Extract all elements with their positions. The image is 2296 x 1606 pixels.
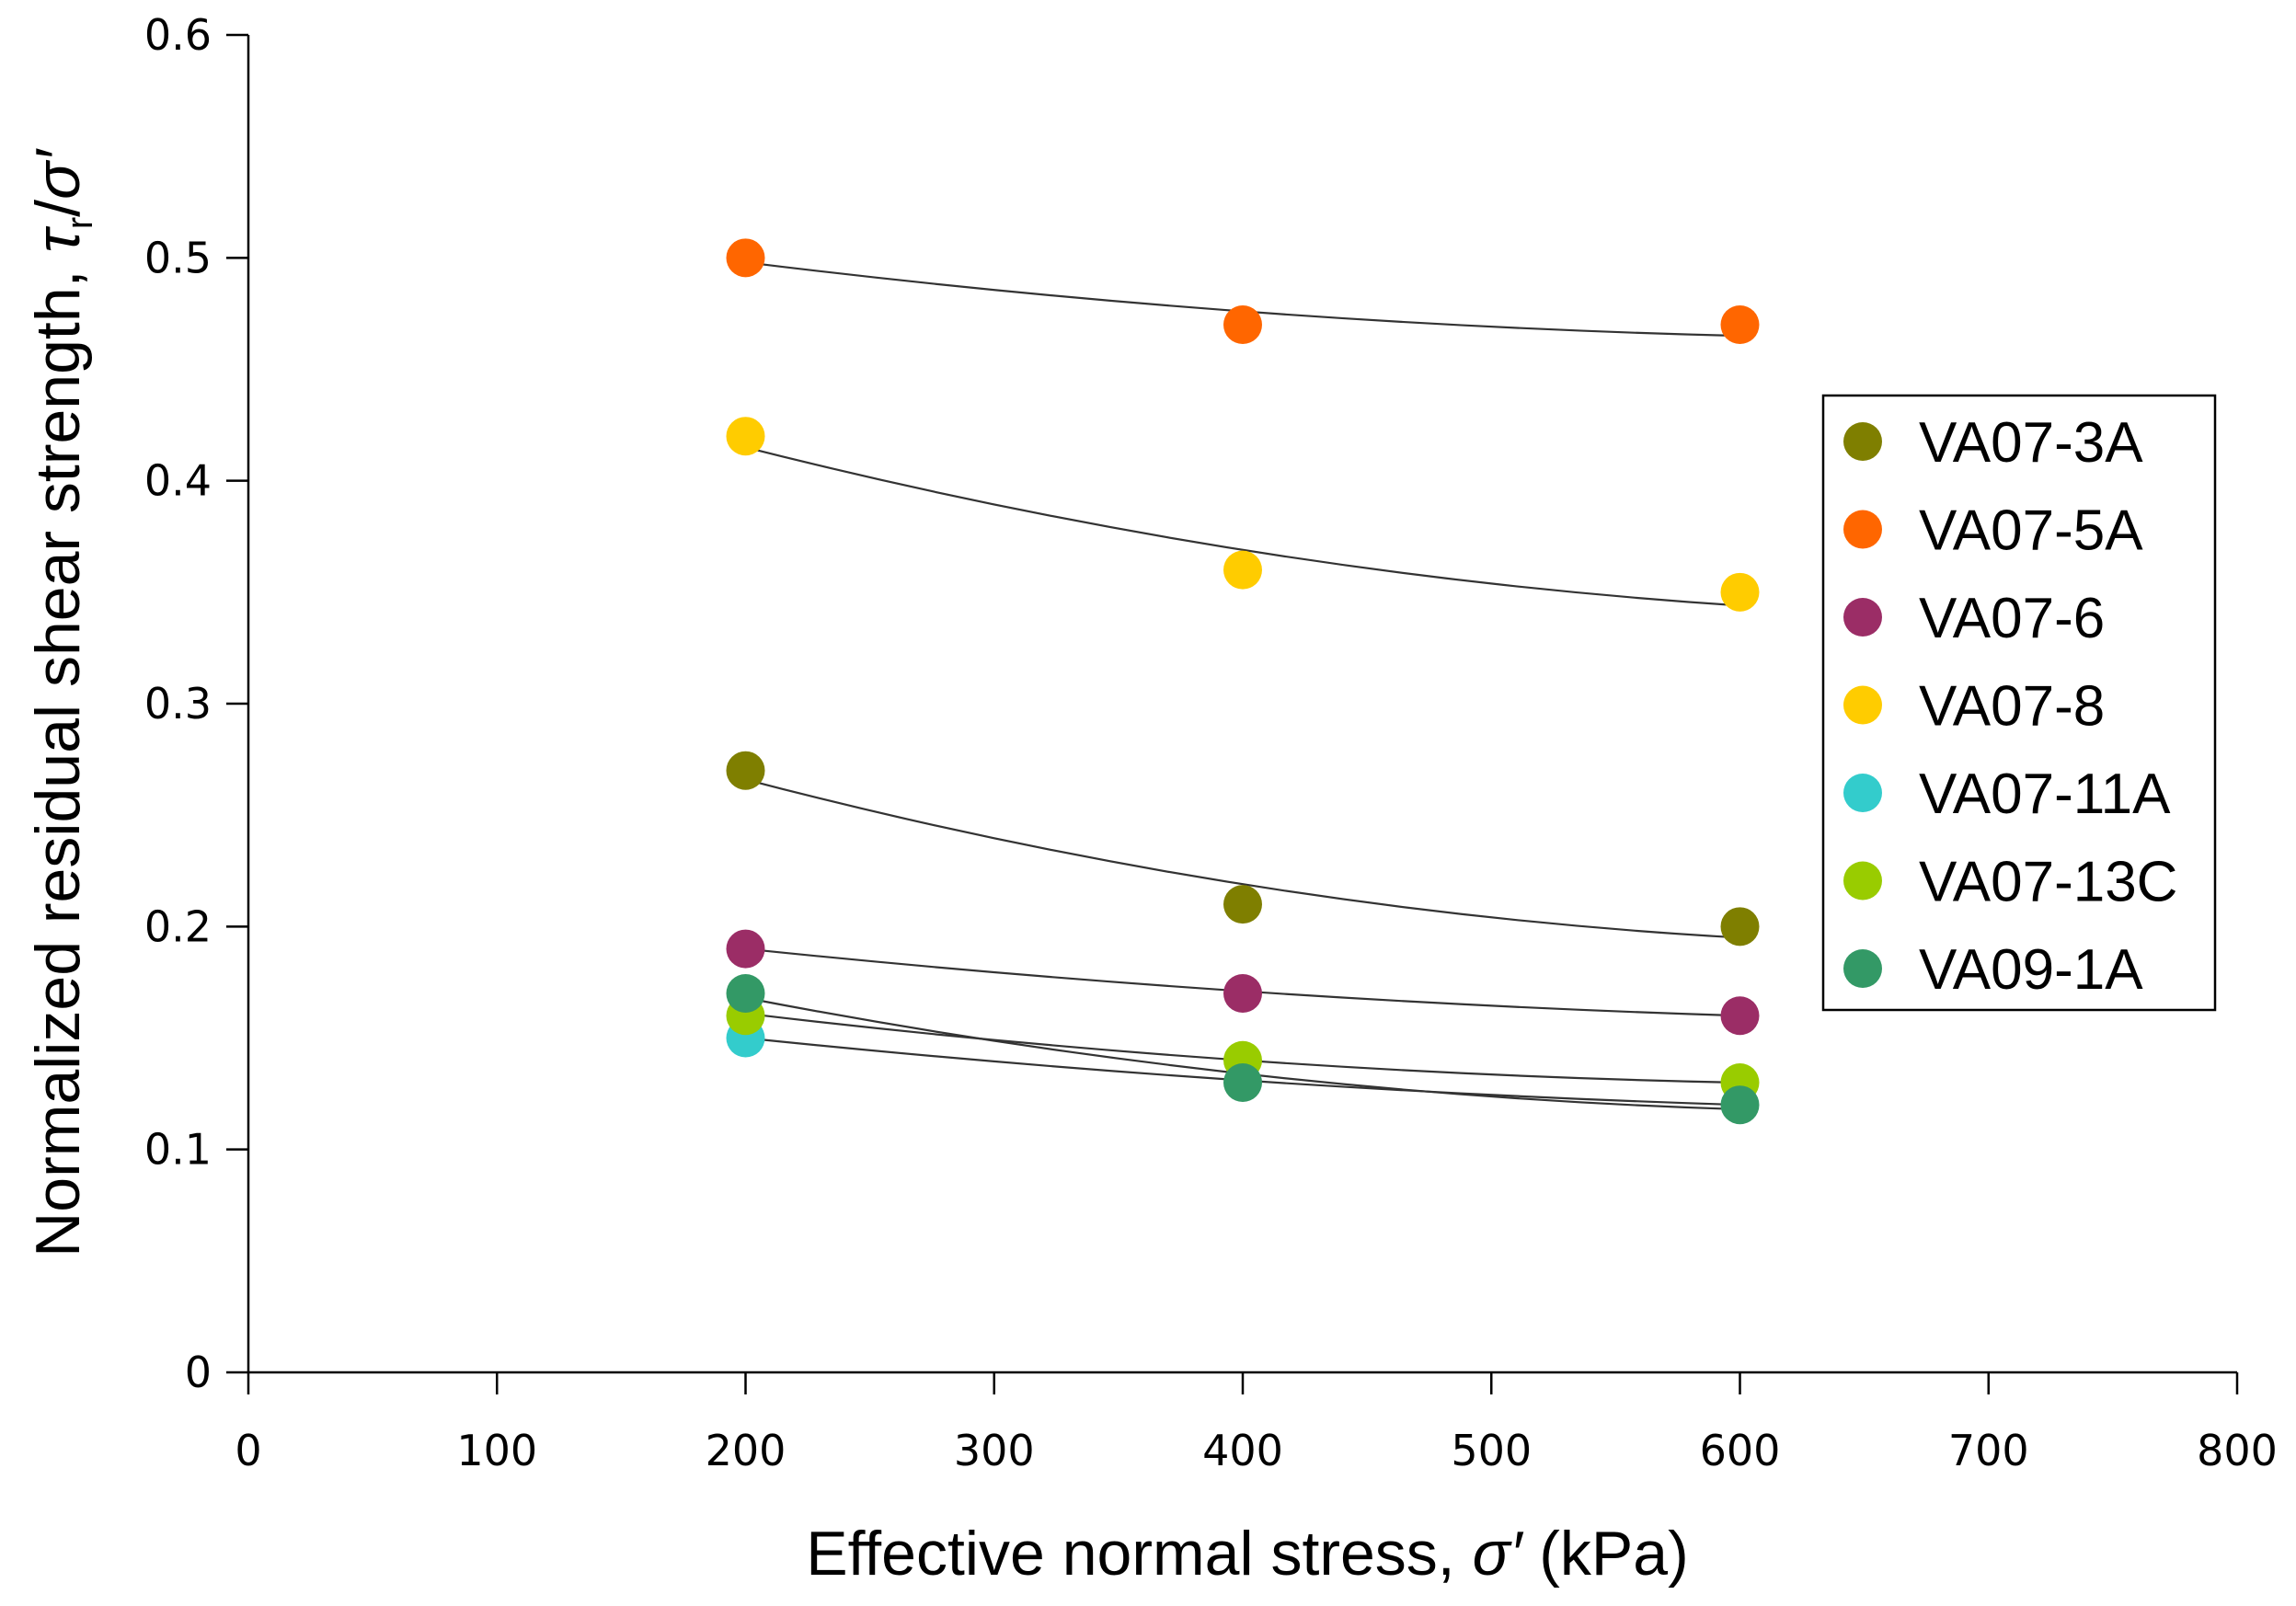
legend-marker — [1843, 422, 1882, 461]
data-point — [1720, 907, 1760, 946]
legend-box — [1821, 394, 2217, 1012]
x-tick-label: 700 — [1948, 1426, 2029, 1475]
y-tick-label: 0.4 — [144, 456, 212, 506]
x-tick-label: 600 — [1700, 1426, 1781, 1475]
legend-marker — [1843, 861, 1882, 901]
y-axis-title: Normalized residual shear strength, τr/σ… — [23, 148, 100, 1257]
legend-label: VA07-3A — [1919, 411, 2143, 475]
x-tick-label: 0 — [235, 1426, 261, 1475]
data-point — [1720, 305, 1760, 345]
trend-line — [745, 446, 1740, 607]
legend-marker — [1843, 598, 1882, 637]
x-tick-label: 200 — [706, 1426, 786, 1475]
data-point — [1223, 550, 1262, 590]
y-tick-label: 0 — [185, 1348, 212, 1397]
trend-line — [745, 778, 1740, 939]
legend-label: VA07-11A — [1919, 763, 2171, 826]
legend-marker — [1843, 510, 1882, 549]
x-tick-label: 300 — [954, 1426, 1035, 1475]
legend-label: VA09-1A — [1919, 938, 2143, 1002]
data-point — [726, 974, 765, 1014]
legend: VA07-3A VA07-5A VA07-6 VA07-8 VA07-11A VA07-1… — [1821, 394, 2217, 1012]
legend-marker — [1843, 774, 1882, 812]
data-point — [726, 751, 765, 790]
x-tick-label: 800 — [2197, 1426, 2278, 1475]
x-tick-label: 100 — [456, 1426, 537, 1475]
x-tick-label: 400 — [1202, 1426, 1283, 1475]
legend-label: VA07-8 — [1919, 675, 2105, 739]
legend-label: VA07-6 — [1919, 587, 2105, 650]
legend-marker — [1843, 949, 1882, 988]
data-point — [1720, 1085, 1760, 1125]
data-point — [1223, 885, 1262, 924]
y-tick-label: 0.5 — [144, 233, 212, 282]
data-point — [726, 929, 765, 969]
data-point — [1223, 974, 1262, 1014]
data-point — [1223, 305, 1262, 345]
legend-marker — [1843, 685, 1882, 725]
axes: 0 0.1 0.2 0.3 0.4 0.5 0.6 0 100 200 300 400 500 600 70… — [144, 10, 2278, 1475]
legend-label: VA07-13C — [1919, 851, 2177, 914]
data-point — [726, 417, 765, 456]
data-point — [1720, 996, 1760, 1036]
data-point — [1223, 1062, 1262, 1102]
data-point — [1720, 572, 1760, 612]
y-tick-label: 0.6 — [144, 10, 212, 60]
x-axis-title: Effective normal stress, σ′ (kPa) — [806, 1519, 1688, 1589]
data-points — [726, 238, 1760, 1125]
legend-label: VA07-5A — [1919, 499, 2143, 563]
y-tick-label: 0.1 — [144, 1125, 212, 1175]
data-point — [726, 238, 765, 278]
y-tick-label: 0.2 — [144, 901, 212, 951]
x-tick-label: 500 — [1451, 1426, 1532, 1475]
y-tick-label: 0.3 — [144, 679, 212, 728]
